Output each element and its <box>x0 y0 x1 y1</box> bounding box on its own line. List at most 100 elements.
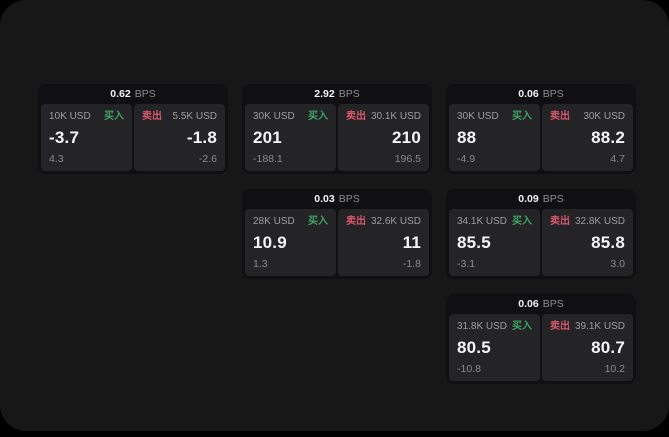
sell-amount: 30K USD <box>583 111 625 122</box>
sell-sub-value: 4.7 <box>610 153 625 165</box>
quote-panels: 10K USD 买入 -3.7 4.3 卖出 5.5K USD -1.8 -2.… <box>41 104 225 171</box>
buy-sub-value: -10.8 <box>457 363 481 375</box>
buy-panel[interactable]: 30K USD 买入 201 -188.1 <box>245 104 336 171</box>
buy-panel[interactable]: 10K USD 买入 -3.7 4.3 <box>41 104 132 171</box>
bps-value: 0.09 <box>518 193 539 205</box>
bps-unit-label: BPS <box>338 88 360 100</box>
quote-panels: 30K USD 买入 88 -4.9 卖出 30K USD 88.2 4.7 <box>449 104 633 171</box>
buy-panel-top: 28K USD 买入 <box>253 216 328 228</box>
sell-panel-top: 卖出 32.6K USD <box>346 216 421 228</box>
buy-price: -3.7 <box>49 128 80 147</box>
sell-price: 210 <box>392 128 421 147</box>
bps-value: 0.62 <box>110 88 131 100</box>
buy-panel[interactable]: 28K USD 买入 10.9 1.3 <box>245 209 336 276</box>
sell-price: 85.8 <box>591 233 625 252</box>
buy-amount: 30K USD <box>457 111 499 122</box>
buy-amount: 30K USD <box>253 111 295 122</box>
buy-side-label: 买入 <box>308 216 328 227</box>
buy-side-label: 买入 <box>308 111 328 122</box>
quotes-grid: 0.62 BPS 10K USD 买入 -3.7 4.3 卖出 5.5K USD… <box>38 84 636 384</box>
sell-price: 88.2 <box>591 128 625 147</box>
quote-panels: 34.1K USD 买入 85.5 -3.1 卖出 32.8K USD 85.8… <box>449 209 633 276</box>
sell-panel-top: 卖出 32.8K USD <box>550 216 625 228</box>
sell-panel-top: 卖出 30.1K USD <box>346 111 421 123</box>
sell-panel[interactable]: 卖出 5.5K USD -1.8 -2.6 <box>134 104 225 171</box>
sell-amount: 30.1K USD <box>370 111 421 122</box>
sell-side-label: 卖出 <box>550 111 570 122</box>
sell-panel[interactable]: 卖出 30K USD 88.2 4.7 <box>542 104 633 171</box>
bps-unit-label: BPS <box>542 298 564 310</box>
sell-sub-value: 196.5 <box>394 153 421 165</box>
sell-sub-value: -1.8 <box>402 258 421 270</box>
bps-header: 2.92 BPS <box>245 84 429 104</box>
sell-panel[interactable]: 卖出 39.1K USD 80.7 10.2 <box>542 314 633 381</box>
sell-price: -1.8 <box>186 128 217 147</box>
buy-side-label: 买入 <box>104 111 124 122</box>
buy-price: 201 <box>253 128 282 147</box>
bps-value: 0.03 <box>314 193 335 205</box>
sell-panel[interactable]: 卖出 32.6K USD 11 -1.8 <box>338 209 429 276</box>
sell-panel-top: 卖出 30K USD <box>550 111 625 123</box>
buy-panel-top: 30K USD 买入 <box>253 111 328 123</box>
bps-unit-label: BPS <box>338 193 360 205</box>
buy-sub-value: 4.3 <box>49 153 64 165</box>
buy-side-label: 买入 <box>512 111 532 122</box>
sell-amount: 5.5K USD <box>172 111 217 122</box>
sell-price: 11 <box>402 233 421 252</box>
bps-unit-label: BPS <box>542 193 564 205</box>
bps-header: 0.09 BPS <box>449 189 633 209</box>
quote-panels: 28K USD 买入 10.9 1.3 卖出 32.6K USD 11 -1.8 <box>245 209 429 276</box>
buy-sub-value: 1.3 <box>253 258 268 270</box>
sell-amount: 32.6K USD <box>370 216 421 227</box>
sell-panel[interactable]: 卖出 30.1K USD 210 196.5 <box>338 104 429 171</box>
sell-price: 80.7 <box>591 338 625 357</box>
buy-panel[interactable]: 30K USD 买入 88 -4.9 <box>449 104 540 171</box>
bps-header: 0.06 BPS <box>449 84 633 104</box>
buy-sub-value: -3.1 <box>457 258 476 270</box>
sell-sub-value: -2.6 <box>198 153 217 165</box>
buy-panel-top: 31.8K USD 买入 <box>457 321 532 333</box>
quote-card: 0.06 BPS 30K USD 买入 88 -4.9 卖出 30K USD 8… <box>446 84 636 174</box>
bps-value: 2.92 <box>314 88 335 100</box>
buy-side-label: 买入 <box>512 321 532 332</box>
buy-amount: 10K USD <box>49 111 91 122</box>
sell-side-label: 卖出 <box>550 216 570 227</box>
buy-price: 10.9 <box>253 233 287 252</box>
buy-amount: 28K USD <box>253 216 295 227</box>
quote-card: 0.09 BPS 34.1K USD 买入 85.5 -3.1 卖出 32.8K… <box>446 189 636 279</box>
sell-panel-top: 卖出 5.5K USD <box>142 111 217 123</box>
quote-panels: 31.8K USD 买入 80.5 -10.8 卖出 39.1K USD 80.… <box>449 314 633 381</box>
quote-card: 0.03 BPS 28K USD 买入 10.9 1.3 卖出 32.6K US… <box>242 189 432 279</box>
sell-amount: 32.8K USD <box>574 216 625 227</box>
bps-unit-label: BPS <box>134 88 156 100</box>
sell-side-label: 卖出 <box>550 321 570 332</box>
quote-card: 2.92 BPS 30K USD 买入 201 -188.1 卖出 30.1K … <box>242 84 432 174</box>
buy-panel[interactable]: 34.1K USD 买入 85.5 -3.1 <box>449 209 540 276</box>
buy-sub-value: -188.1 <box>253 153 283 165</box>
sell-amount: 39.1K USD <box>574 321 625 332</box>
sell-side-label: 卖出 <box>142 111 162 122</box>
bps-header: 0.62 BPS <box>41 84 225 104</box>
buy-price: 85.5 <box>457 233 491 252</box>
buy-amount: 34.1K USD <box>457 216 508 227</box>
buy-price: 88 <box>457 128 477 147</box>
sell-side-label: 卖出 <box>346 216 366 227</box>
buy-panel-top: 30K USD 买入 <box>457 111 532 123</box>
sell-panel-top: 卖出 39.1K USD <box>550 321 625 333</box>
quote-card: 0.06 BPS 31.8K USD 买入 80.5 -10.8 卖出 39.1… <box>446 294 636 384</box>
buy-sub-value: -4.9 <box>457 153 476 165</box>
quote-card: 0.62 BPS 10K USD 买入 -3.7 4.3 卖出 5.5K USD… <box>38 84 228 174</box>
bps-header: 0.03 BPS <box>245 189 429 209</box>
bps-unit-label: BPS <box>542 88 564 100</box>
sell-panel[interactable]: 卖出 32.8K USD 85.8 3.0 <box>542 209 633 276</box>
sell-side-label: 卖出 <box>346 111 366 122</box>
bps-value: 0.06 <box>518 298 539 310</box>
sell-sub-value: 10.2 <box>604 363 625 375</box>
buy-amount: 31.8K USD <box>457 321 508 332</box>
buy-panel-top: 34.1K USD 买入 <box>457 216 532 228</box>
buy-panel-top: 10K USD 买入 <box>49 111 124 123</box>
buy-price: 80.5 <box>457 338 491 357</box>
buy-panel[interactable]: 31.8K USD 买入 80.5 -10.8 <box>449 314 540 381</box>
quote-panels: 30K USD 买入 201 -188.1 卖出 30.1K USD 210 1… <box>245 104 429 171</box>
